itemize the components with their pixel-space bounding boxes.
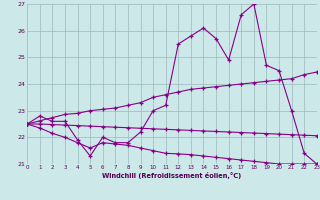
X-axis label: Windchill (Refroidissement éolien,°C): Windchill (Refroidissement éolien,°C) [102, 172, 242, 179]
